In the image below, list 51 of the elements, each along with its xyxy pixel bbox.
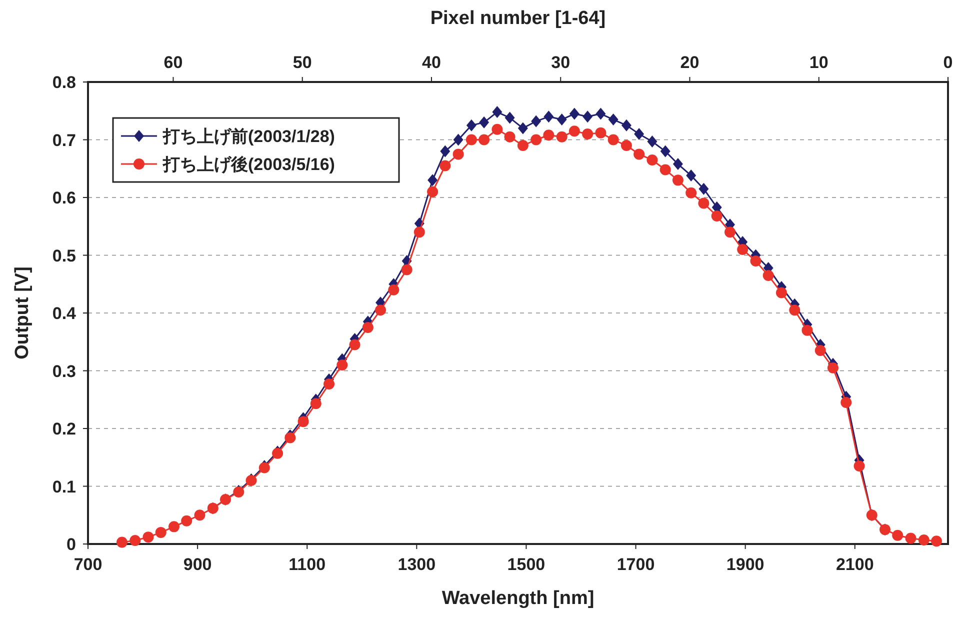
point bbox=[686, 170, 696, 182]
x2-tick-label: 60 bbox=[164, 53, 183, 72]
y-tick-label: 0.3 bbox=[52, 362, 76, 381]
y-tick-label: 0.4 bbox=[52, 304, 77, 323]
legend-label: 打ち上げ前(2003/1/28) bbox=[162, 127, 335, 146]
point bbox=[660, 145, 670, 158]
y-tick-label: 0 bbox=[66, 535, 76, 554]
x2-tick-label: 30 bbox=[551, 53, 570, 72]
point bbox=[504, 112, 515, 124]
y-axis-title: Output [V] bbox=[12, 266, 33, 360]
point bbox=[596, 108, 606, 120]
point bbox=[453, 134, 464, 146]
x-tick-label: 1100 bbox=[288, 555, 326, 574]
point bbox=[440, 145, 450, 158]
x-tick-label: 1500 bbox=[507, 555, 546, 574]
point bbox=[647, 135, 658, 148]
x-tick-label: 700 bbox=[74, 555, 102, 574]
y-tick-label: 0.6 bbox=[52, 188, 76, 208]
y-tick-label: 0.1 bbox=[52, 477, 76, 496]
x2-tick-label: 40 bbox=[422, 53, 441, 72]
point bbox=[492, 106, 502, 118]
point bbox=[672, 158, 683, 170]
y-tick-label: 0.5 bbox=[52, 246, 76, 266]
point bbox=[518, 122, 528, 134]
x-tick-label: 1300 bbox=[398, 555, 436, 574]
x2-tick-label: 20 bbox=[680, 53, 700, 72]
point bbox=[569, 108, 580, 120]
point bbox=[621, 119, 632, 132]
x-tick-label: 2100 bbox=[836, 555, 874, 574]
point bbox=[698, 182, 709, 195]
point bbox=[544, 110, 554, 123]
x-tick-label: 900 bbox=[183, 555, 212, 574]
point bbox=[466, 119, 476, 132]
point bbox=[608, 114, 618, 126]
point bbox=[428, 174, 438, 186]
x2-tick-label: 10 bbox=[809, 53, 828, 72]
y-tick-label: 0.2 bbox=[52, 420, 76, 438]
y-tick-label: 0.8 bbox=[52, 73, 76, 92]
x2-axis-title: Pixel number [1-64] bbox=[430, 8, 606, 29]
x2-tick-label: 50 bbox=[292, 53, 312, 72]
point bbox=[556, 114, 567, 126]
x-tick-label: 1900 bbox=[726, 555, 764, 574]
point bbox=[582, 110, 593, 123]
point bbox=[531, 115, 542, 128]
legend-label: 打ち上げ後(2003/5/16) bbox=[162, 155, 335, 174]
y-tick-label: 0.7 bbox=[52, 130, 76, 150]
point bbox=[479, 116, 490, 128]
point bbox=[634, 128, 644, 140]
x-tick-label: 1700 bbox=[616, 555, 655, 574]
x2-tick-label: 0 bbox=[943, 53, 953, 72]
x-axis-title: Wavelength [nm] bbox=[442, 588, 594, 609]
